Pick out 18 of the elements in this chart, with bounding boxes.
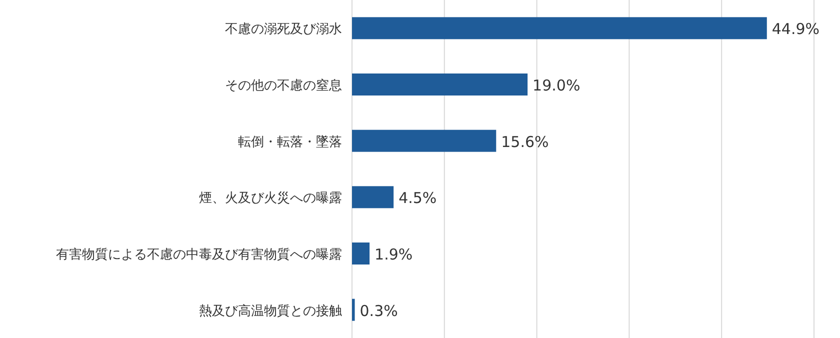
data-label: 1.9% <box>374 246 413 264</box>
bar <box>352 17 767 40</box>
bar <box>352 298 355 321</box>
y-tick-label: 熱及び高温物質との接触 <box>199 302 342 319</box>
bar <box>352 130 496 152</box>
bar <box>352 242 370 264</box>
data-label: 44.9% <box>772 20 820 38</box>
data-label: 15.6% <box>501 132 549 151</box>
y-tick-label: 転倒・転落・墜落 <box>238 134 342 150</box>
data-label: 4.5% <box>398 189 437 208</box>
y-tick-label: その他の不慮の窒息 <box>225 78 342 94</box>
data-label: 19.0% <box>532 76 580 94</box>
data-label: 0.3% <box>360 302 398 320</box>
y-tick-label: 煙、火及び火災への曝露 <box>199 191 342 206</box>
bar <box>352 74 528 96</box>
y-tick-label: 有害物質による不慮の中毒及び有害物質への曝露 <box>56 246 342 262</box>
y-tick-label: 不慮の溺死及び溺水 <box>225 22 342 38</box>
bar <box>352 186 394 208</box>
